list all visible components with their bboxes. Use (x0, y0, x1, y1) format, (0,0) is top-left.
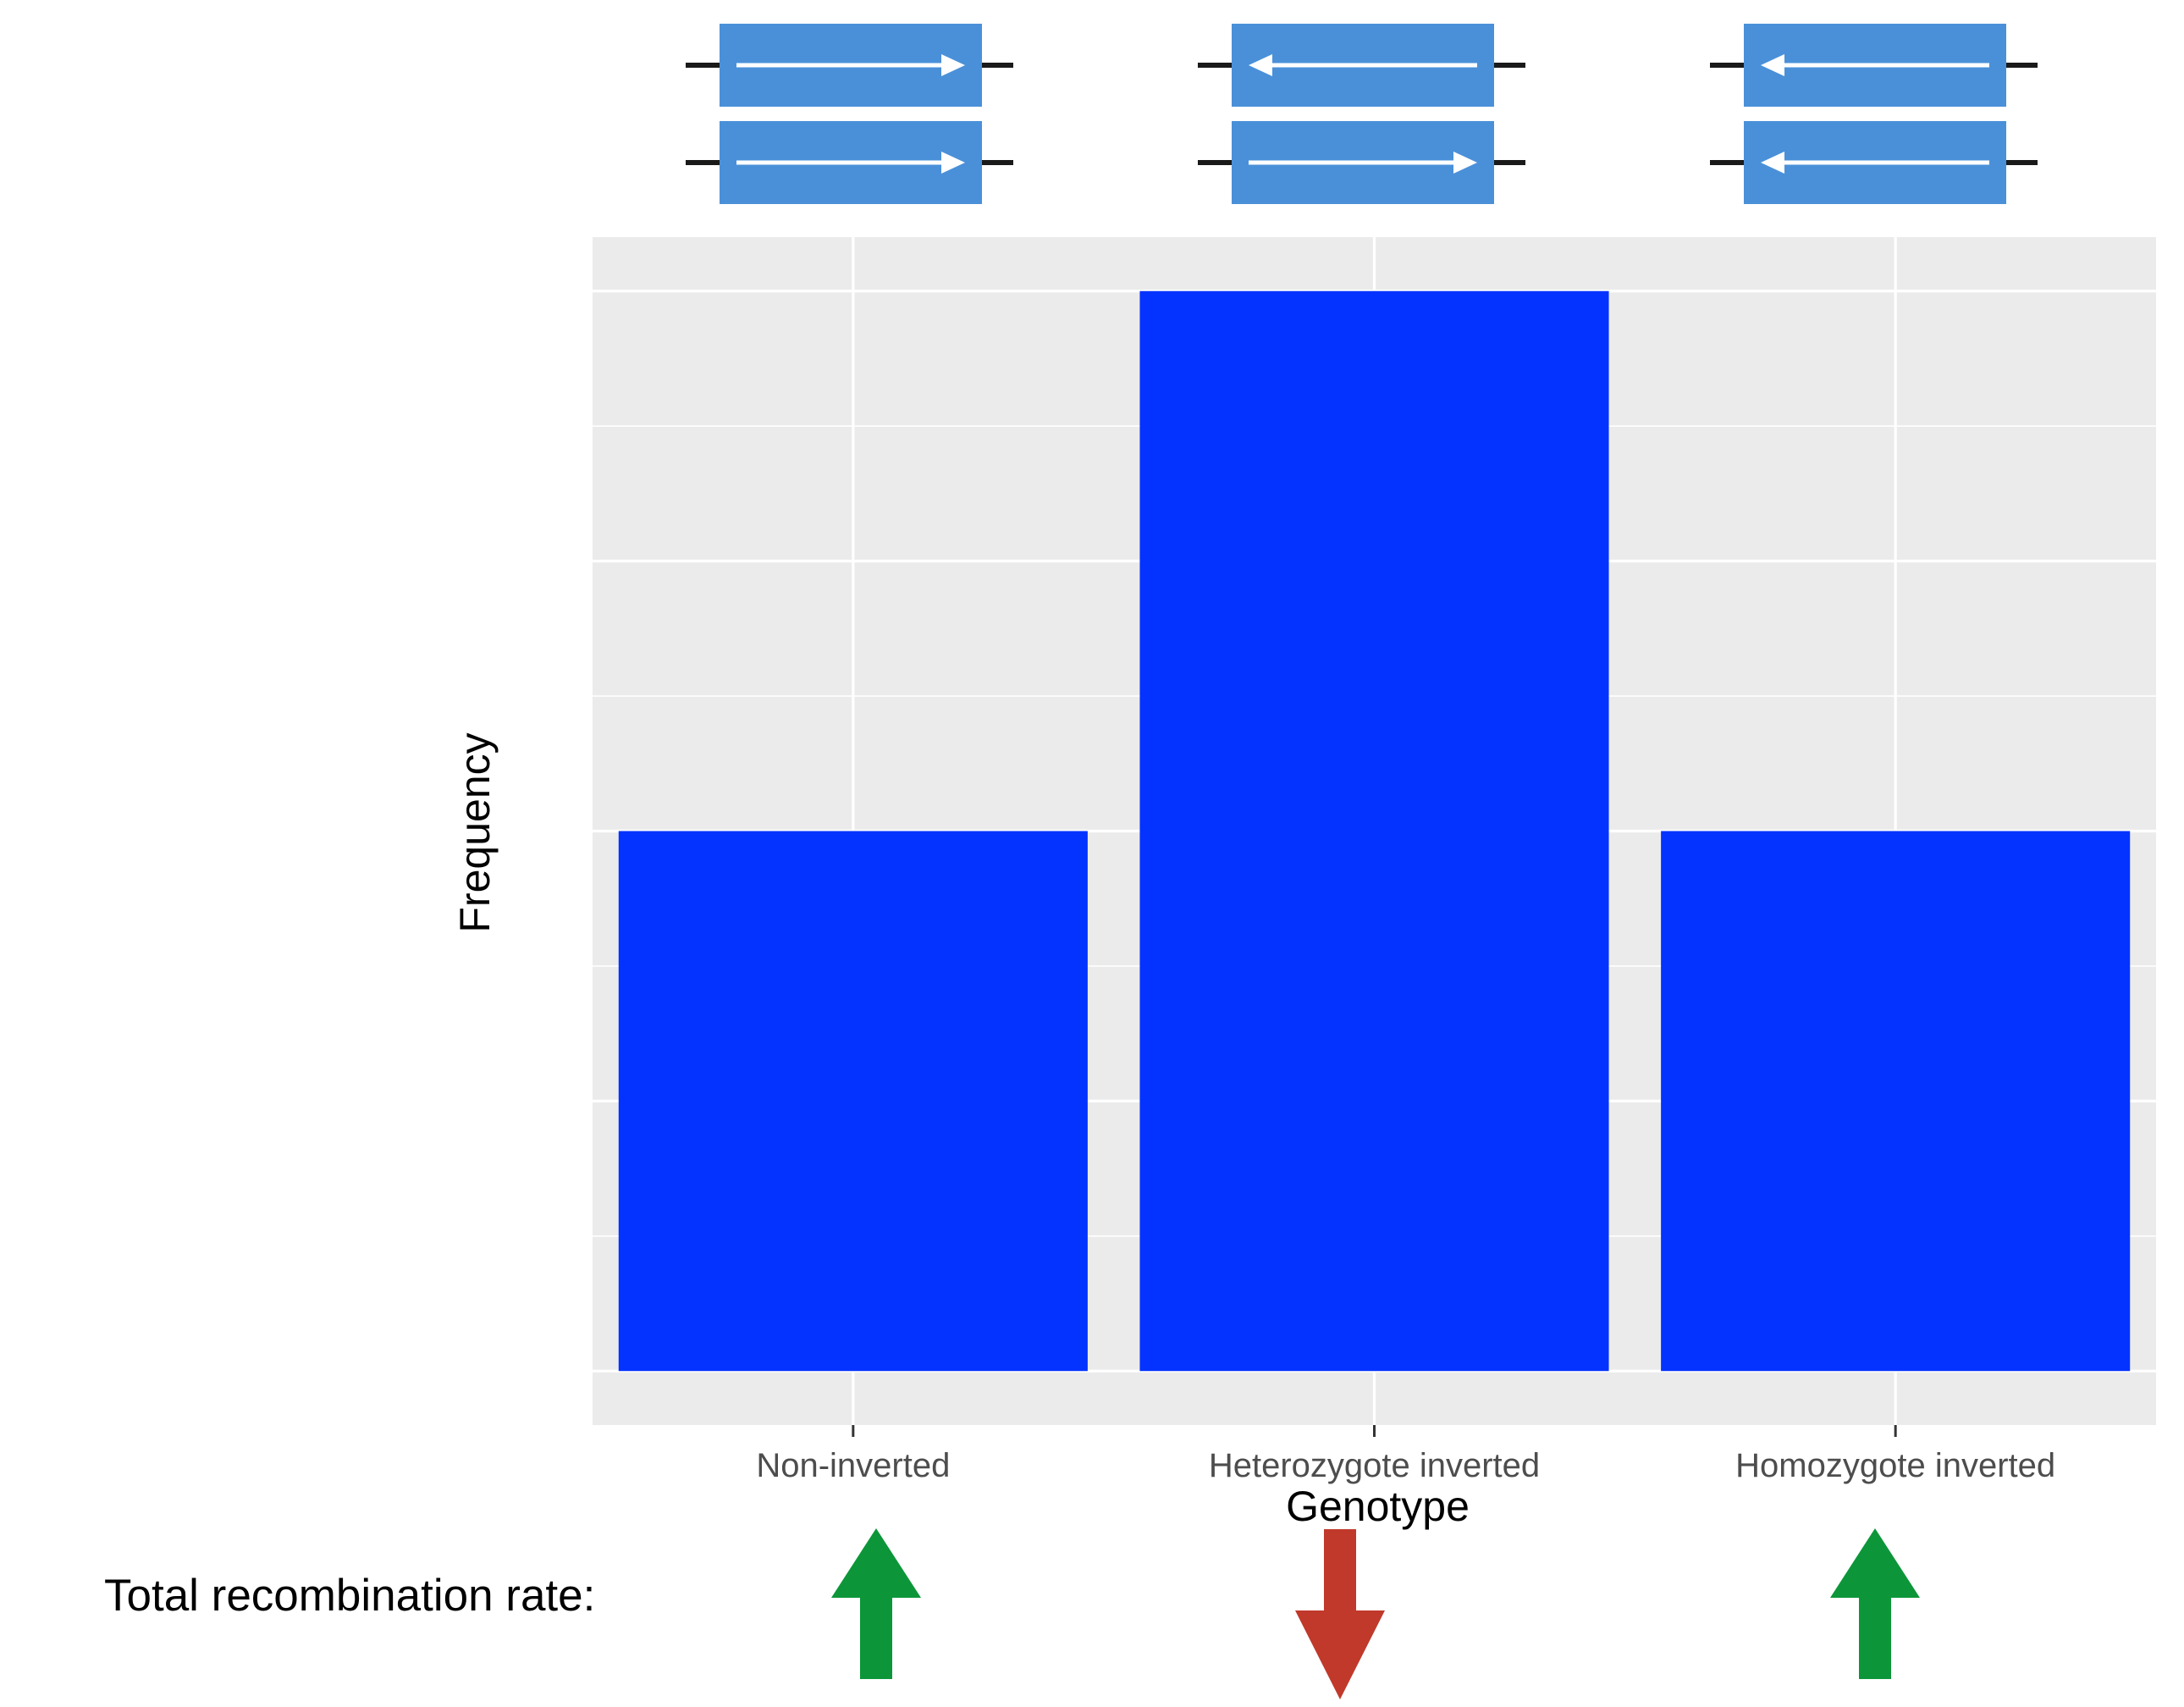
arrow-right-icon (1453, 152, 1477, 174)
recombination-arrows (831, 1528, 1920, 1699)
recombination-rate-label: Total recombination rate: (104, 1571, 595, 1621)
chromosome-pair-icon (1710, 24, 2038, 204)
x-axis-ticks: Non-inverted Heterozygote inverted Homozyg… (756, 1425, 2055, 1484)
y-axis-label: Frequency (451, 732, 499, 932)
chromosome-pair-icon (1198, 24, 1525, 204)
x-tick-label: Homozygote inverted (1735, 1447, 2055, 1484)
bar-homozygote-inverted (1661, 831, 2131, 1372)
arrow-up-icon (831, 1528, 921, 1679)
arrow-left-icon (1249, 54, 1272, 76)
bars (618, 290, 2131, 1372)
arrow-up-icon (1830, 1528, 1920, 1679)
x-tick-label: Heterozygote inverted (1209, 1447, 1540, 1484)
chromosome-icons (686, 24, 2038, 204)
arrow-right-icon (941, 54, 965, 76)
arrow-down-icon (1295, 1529, 1385, 1699)
arrow-right-icon (941, 152, 965, 174)
x-tick-label: Non-inverted (756, 1447, 950, 1484)
chromosome-pair-icon (686, 24, 1013, 204)
bar-non-inverted (618, 831, 1088, 1372)
bar-heterozygote-inverted (1139, 290, 1609, 1372)
arrow-left-icon (1761, 54, 1784, 76)
x-axis-label: Genotype (1286, 1483, 1470, 1530)
arrow-left-icon (1761, 152, 1784, 174)
